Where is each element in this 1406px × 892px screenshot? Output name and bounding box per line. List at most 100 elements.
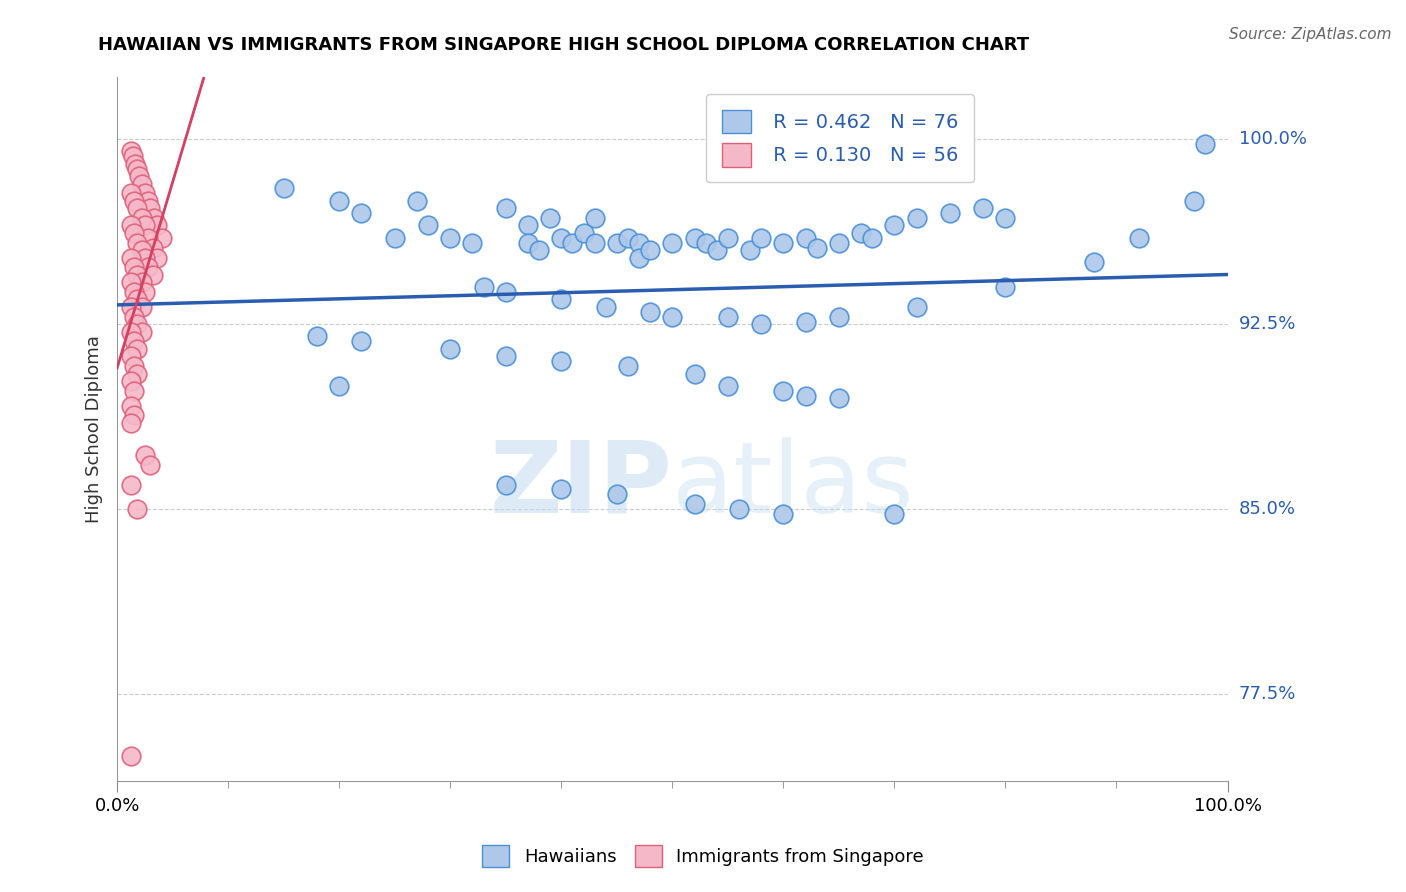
Point bbox=[122, 260, 145, 275]
Point bbox=[120, 374, 142, 388]
Point bbox=[127, 268, 149, 282]
Point bbox=[550, 354, 572, 368]
Point bbox=[550, 231, 572, 245]
Point bbox=[595, 300, 617, 314]
Point bbox=[849, 226, 872, 240]
Point bbox=[706, 243, 728, 257]
Point bbox=[139, 201, 162, 215]
Point bbox=[638, 305, 661, 319]
Point bbox=[122, 409, 145, 423]
Point bbox=[127, 342, 149, 356]
Point bbox=[439, 231, 461, 245]
Point bbox=[142, 211, 165, 225]
Point bbox=[683, 367, 706, 381]
Point bbox=[142, 241, 165, 255]
Point bbox=[120, 219, 142, 233]
Point bbox=[806, 241, 828, 255]
Point bbox=[538, 211, 561, 225]
Text: Source: ZipAtlas.com: Source: ZipAtlas.com bbox=[1229, 27, 1392, 42]
Point bbox=[828, 310, 851, 324]
Point bbox=[406, 194, 429, 208]
Point bbox=[120, 748, 142, 763]
Y-axis label: High School Diploma: High School Diploma bbox=[86, 335, 103, 523]
Point bbox=[127, 502, 149, 516]
Point bbox=[794, 315, 817, 329]
Point bbox=[794, 389, 817, 403]
Point bbox=[273, 181, 295, 195]
Point bbox=[120, 145, 142, 159]
Point bbox=[683, 497, 706, 511]
Point bbox=[638, 243, 661, 257]
Point bbox=[128, 169, 150, 183]
Point bbox=[695, 235, 717, 250]
Point bbox=[517, 219, 540, 233]
Point bbox=[131, 177, 153, 191]
Point bbox=[561, 235, 583, 250]
Point bbox=[617, 231, 640, 245]
Point bbox=[350, 334, 373, 349]
Point bbox=[328, 194, 350, 208]
Point bbox=[127, 367, 149, 381]
Point bbox=[122, 226, 145, 240]
Point bbox=[384, 231, 406, 245]
Point bbox=[146, 219, 169, 233]
Point bbox=[772, 384, 794, 398]
Point bbox=[134, 186, 156, 201]
Point bbox=[120, 477, 142, 491]
Point bbox=[136, 194, 159, 208]
Point bbox=[495, 349, 517, 363]
Point bbox=[617, 359, 640, 373]
Point bbox=[127, 317, 149, 331]
Point bbox=[122, 194, 145, 208]
Text: ZIP: ZIP bbox=[489, 437, 672, 533]
Point bbox=[305, 329, 328, 343]
Text: 100.0%: 100.0% bbox=[1239, 130, 1306, 148]
Text: HAWAIIAN VS IMMIGRANTS FROM SINGAPORE HIGH SCHOOL DIPLOMA CORRELATION CHART: HAWAIIAN VS IMMIGRANTS FROM SINGAPORE HI… bbox=[98, 36, 1029, 54]
Point bbox=[146, 251, 169, 265]
Point bbox=[120, 300, 142, 314]
Point bbox=[122, 359, 145, 373]
Point bbox=[134, 285, 156, 299]
Point bbox=[606, 235, 628, 250]
Point bbox=[628, 235, 651, 250]
Point bbox=[350, 206, 373, 220]
Point bbox=[127, 161, 149, 176]
Point bbox=[131, 275, 153, 289]
Point bbox=[127, 235, 149, 250]
Point bbox=[120, 275, 142, 289]
Point bbox=[120, 325, 142, 339]
Point bbox=[122, 285, 145, 299]
Text: 85.0%: 85.0% bbox=[1239, 500, 1296, 518]
Point bbox=[124, 157, 146, 171]
Point bbox=[583, 235, 606, 250]
Point bbox=[328, 379, 350, 393]
Legend:  R = 0.462   N = 76,  R = 0.130   N = 56: R = 0.462 N = 76, R = 0.130 N = 56 bbox=[706, 95, 973, 183]
Point bbox=[122, 310, 145, 324]
Point bbox=[550, 293, 572, 307]
Point bbox=[1083, 255, 1105, 269]
Point bbox=[495, 201, 517, 215]
Point bbox=[661, 310, 683, 324]
Point bbox=[905, 300, 928, 314]
Point bbox=[120, 251, 142, 265]
Point bbox=[550, 483, 572, 497]
Point bbox=[749, 317, 772, 331]
Point bbox=[994, 211, 1017, 225]
Point bbox=[828, 391, 851, 405]
Point bbox=[127, 293, 149, 307]
Point bbox=[527, 243, 550, 257]
Point bbox=[439, 342, 461, 356]
Point bbox=[131, 300, 153, 314]
Point bbox=[131, 211, 153, 225]
Point bbox=[628, 251, 651, 265]
Legend: Hawaiians, Immigrants from Singapore: Hawaiians, Immigrants from Singapore bbox=[475, 838, 931, 874]
Point bbox=[583, 211, 606, 225]
Point bbox=[134, 448, 156, 462]
Point bbox=[738, 243, 761, 257]
Point bbox=[728, 502, 751, 516]
Point bbox=[416, 219, 439, 233]
Point bbox=[606, 487, 628, 501]
Point bbox=[717, 379, 740, 393]
Point bbox=[972, 201, 994, 215]
Point bbox=[495, 477, 517, 491]
